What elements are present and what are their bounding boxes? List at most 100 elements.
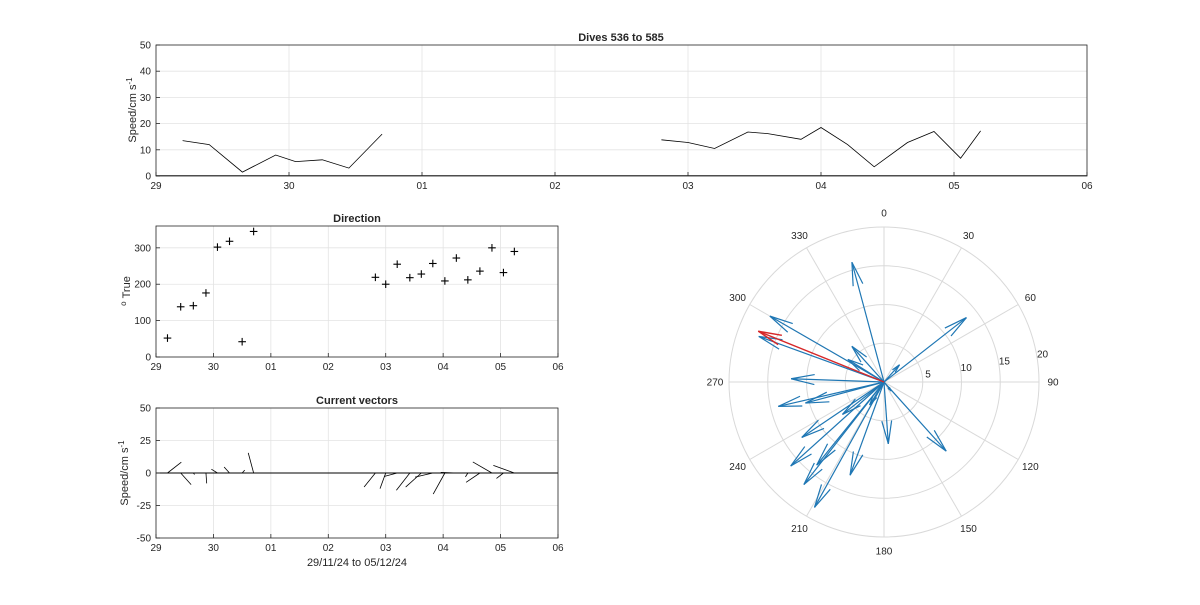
direction-marker (225, 237, 234, 246)
polar-vector (881, 381, 893, 445)
polar-vector-head (887, 420, 893, 444)
polar-vector-head (769, 315, 793, 325)
vector-stick (193, 472, 195, 475)
polar-vector-head (790, 453, 812, 467)
polar-angle-label: 60 (1025, 293, 1037, 304)
speed-xtick-label: 04 (815, 181, 827, 192)
polar-vector-head (894, 364, 901, 373)
polar-angle-label: 120 (1022, 462, 1039, 473)
vectors-xtick-label: 05 (495, 543, 507, 554)
speed-ytick-label: 30 (140, 93, 152, 104)
speed-ytick-label: 0 (145, 172, 151, 183)
vectors-xtick-label: 04 (438, 543, 450, 554)
polar-vector-shaft (803, 381, 885, 485)
polar-vector (790, 381, 885, 467)
polar-vector-head (758, 335, 780, 350)
direction-xtick-label: 03 (380, 362, 392, 373)
vectors-ytick-label: 50 (140, 404, 152, 415)
polar-vector-head (888, 386, 892, 392)
polar-mean-vector-head (757, 330, 779, 346)
polar-angle-label: 150 (960, 524, 977, 535)
speed-chart: 29 30 01 02 03 04 05 06 0 10 20 30 40 50 Dives 536 to… (125, 32, 1093, 192)
direction-ylabel: oTrue (119, 276, 133, 306)
vector-stick (432, 472, 446, 495)
speed-series-line (661, 127, 981, 168)
polar-vector-head (805, 401, 830, 404)
polar-vector-shaft (883, 317, 967, 383)
polar-vector (869, 381, 885, 406)
vectors-xtick-label: 03 (380, 543, 392, 554)
polar-vector-head (869, 397, 878, 406)
direction-xtick-label: 01 (265, 362, 277, 373)
vectors-ytick-label: -50 (137, 534, 152, 545)
speed-xtick-label: 01 (416, 181, 428, 192)
polar-vector-shaft (791, 378, 885, 383)
direction-marker (176, 302, 185, 311)
vectors-ytick-label: 0 (145, 469, 151, 480)
vector-stick (440, 472, 457, 474)
direction-xtick-label: 29 (150, 362, 162, 373)
direction-marker (213, 243, 222, 251)
direction-marker (163, 334, 172, 342)
direction-marker (381, 280, 390, 289)
polar-vector-head (869, 395, 874, 406)
direction-ticks: 29 30 01 02 03 04 05 06 0 100 200 300 (134, 243, 564, 373)
speed-ytick-label: 20 (140, 119, 152, 130)
polar-vector (849, 381, 885, 476)
direction-marker (238, 337, 246, 346)
polar-vector-head (842, 405, 861, 415)
vector-stick (180, 472, 192, 485)
polar-vector-head (769, 315, 789, 333)
polar-angle-label: 300 (729, 293, 746, 304)
polar-ring-label: 20 (1037, 350, 1049, 361)
speed-xtick-label: 06 (1081, 181, 1093, 192)
direction-axes-box (155, 225, 559, 358)
polar-angle-label: 240 (729, 462, 746, 473)
polar-vector-shaft (842, 381, 885, 415)
polar-mean-vector-shaft (757, 330, 885, 383)
direction-marker (202, 289, 210, 297)
polar-mean-vector (757, 330, 885, 383)
speed-title: Dives 536 to 585 (578, 32, 664, 44)
polar-vector (803, 381, 885, 486)
vector-sticks (156, 452, 558, 495)
direction-ytick-label: 0 (145, 353, 151, 364)
direction-xtick-label: 30 (208, 362, 220, 373)
polar-vector-shaft (851, 345, 885, 383)
vector-stick (493, 464, 515, 474)
polar-vector-head (944, 317, 967, 329)
speed-ticks: 29 30 01 02 03 04 05 06 0 10 20 30 40 50 (140, 41, 1093, 193)
polar-vector-head (950, 317, 967, 337)
vector-stick (223, 466, 230, 474)
polar-vector (790, 373, 885, 386)
direction-xtick-label: 04 (438, 362, 450, 373)
polar-vector-head (813, 484, 823, 508)
vectors-ylabel: Speed/cm s-1 (117, 440, 131, 506)
vectors-title: Current vectors (316, 395, 398, 407)
vectors-xlabel: 29/11/24 to 05/12/24 (307, 557, 407, 569)
polar-angle-label: 180 (876, 547, 893, 558)
polar-vector-head (847, 358, 864, 366)
vector-stick (472, 461, 493, 474)
polar-angle-label: 270 (707, 378, 724, 389)
polar-ring-label: 10 (961, 363, 973, 374)
vector-stick (496, 472, 504, 479)
polar-vector-shaft (769, 315, 885, 383)
direction-marker (406, 273, 414, 282)
vectors-xtick-label: 01 (265, 543, 277, 554)
vector-stick (363, 472, 376, 488)
polar-vector-shaft (883, 381, 889, 444)
polar-vector-head (803, 462, 815, 485)
polar-vector-head (851, 345, 862, 363)
vectors-xtick-label: 30 (208, 543, 220, 554)
polar-vector-head (801, 427, 825, 439)
speed-ytick-label: 50 (140, 41, 152, 52)
polar-angle-label: 210 (791, 524, 808, 535)
direction-marker (189, 301, 198, 310)
polar-vector-shaft (758, 335, 885, 383)
polar-vector-shaft (883, 364, 901, 383)
polar-vector (883, 381, 947, 452)
speed-ytick-label: 10 (140, 145, 152, 156)
vector-stick (211, 468, 218, 474)
